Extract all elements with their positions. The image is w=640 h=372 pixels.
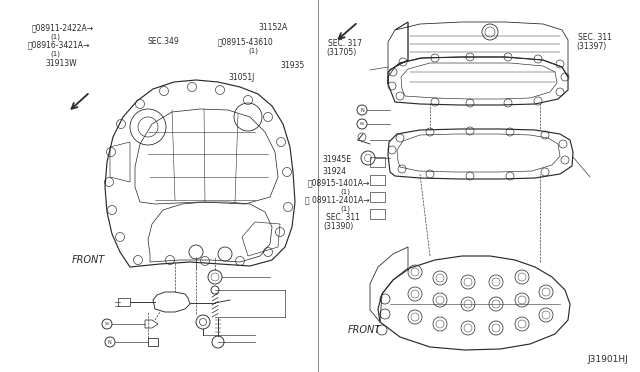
Bar — [148, 338, 158, 346]
Text: (31705): (31705) — [326, 48, 356, 57]
Text: ⓝ08916-3421A→: ⓝ08916-3421A→ — [28, 41, 90, 49]
Text: 31051J: 31051J — [228, 74, 254, 83]
Text: 31924: 31924 — [322, 167, 346, 176]
Text: (31390): (31390) — [323, 222, 353, 231]
Text: FRONT: FRONT — [72, 255, 105, 265]
Bar — [370, 209, 385, 219]
Text: SEC. 311: SEC. 311 — [578, 33, 612, 42]
Text: ⓝ08915-1401A→: ⓝ08915-1401A→ — [308, 179, 371, 187]
Text: 31945E: 31945E — [322, 155, 351, 164]
Text: SEC. 311: SEC. 311 — [326, 214, 360, 222]
Text: ⓝ08911-2422A→: ⓝ08911-2422A→ — [32, 23, 94, 32]
Text: (1): (1) — [248, 48, 258, 54]
Text: (1): (1) — [340, 189, 350, 195]
Text: (1): (1) — [50, 34, 60, 40]
Text: Ⓝ 08911-2401A→: Ⓝ 08911-2401A→ — [305, 196, 370, 205]
Text: N: N — [107, 340, 111, 344]
Text: N: N — [360, 108, 364, 112]
Text: 31152A: 31152A — [258, 23, 287, 32]
Text: ⓝ08915-43610: ⓝ08915-43610 — [218, 38, 274, 46]
Bar — [370, 192, 385, 202]
Bar — [370, 175, 385, 185]
Text: W: W — [360, 122, 364, 126]
Text: SEC.349: SEC.349 — [148, 38, 180, 46]
Text: 31935: 31935 — [280, 61, 304, 70]
Text: W: W — [105, 322, 109, 326]
Text: FRONT: FRONT — [348, 325, 381, 335]
Text: (1): (1) — [50, 51, 60, 57]
Text: (31397): (31397) — [576, 42, 606, 51]
Text: J31901HJ: J31901HJ — [588, 355, 628, 364]
Text: SEC. 317: SEC. 317 — [328, 38, 362, 48]
Text: (1): (1) — [340, 206, 350, 212]
Bar — [370, 157, 385, 167]
Text: 31913W: 31913W — [45, 58, 77, 67]
